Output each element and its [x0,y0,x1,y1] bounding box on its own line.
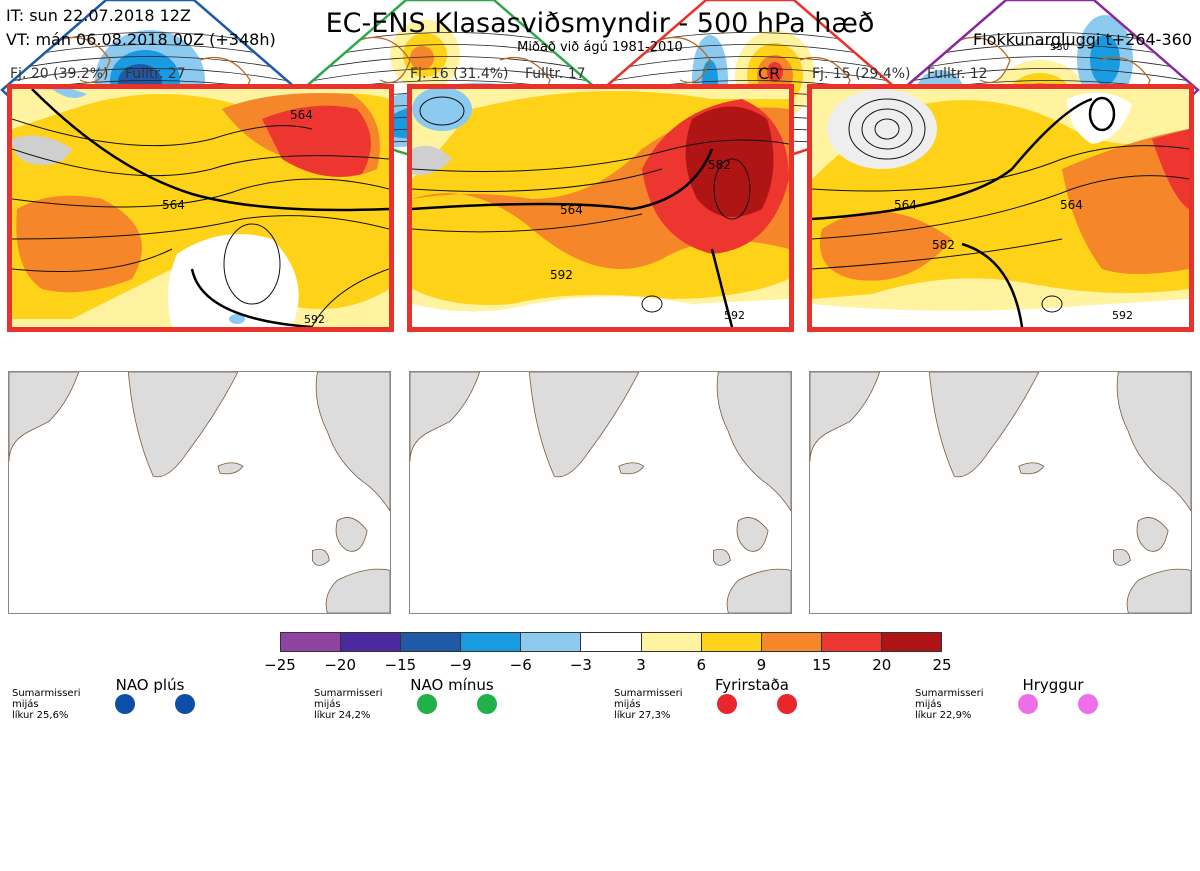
cluster-map-1: 564 564 592 [7,84,394,332]
colorbar-tick-label: 6 [696,656,707,674]
regime-marker-dot [477,694,497,714]
init-time: IT: sun 22.07.2018 12Z [6,6,191,25]
cluster-map-2-graphic: 564 582 592 592 [412,89,789,327]
regime-probability-note: Sumarmisseri mijás líkur 27,3% [614,688,683,721]
colorbar-segment [581,633,642,651]
cluster-representative: Fulltr. 17 [524,66,586,82]
colorbar-segment [281,633,342,651]
base-map-1 [8,371,391,614]
regime-marker-dot [175,694,195,714]
contour-label: 592 [304,313,325,326]
cluster-3-labels: Fj. 15 (29.4%) Fulltr. 12 [812,66,1000,82]
colorbar-tick-label: 25 [932,656,952,674]
climatological-regime-badge: CR [758,64,781,83]
contour-label: 564 [290,108,313,122]
page-title: EC-ENS Klasasviðsmyndir - 500 hPa hæð [325,8,875,39]
base-map-2-graphic [410,372,791,613]
colorbar-segment [881,633,942,651]
base-map-1-graphic [9,372,390,613]
cluster-map-1-graphic: 564 564 592 [12,89,389,327]
regime-probability-note: Sumarmisseri mijás líkur 24,2% [314,688,383,721]
contour-label: 582 [708,158,731,172]
colorbar-tick-label: 20 [872,656,892,674]
valid-time: VT: mán 06.08.2018 00Z (+348h) [6,30,276,49]
base-map-3 [809,371,1192,614]
regime-marker-dot [115,694,135,714]
contour-label: 564 [162,198,185,212]
colorbar-tick-label: 9 [756,656,767,674]
contour-label: 564 [1060,198,1083,212]
regime-title: Fyrirstaða [715,676,789,694]
contour-label: 592 [1112,309,1133,322]
cluster-representative: Fulltr. 12 [926,66,988,82]
contour-label: 592 [550,268,573,282]
regime-marker-dot [417,694,437,714]
regime-marker-dot [1018,694,1038,714]
colorbar-segment [761,633,822,651]
colorbar-segment [341,633,402,651]
colorbar-segment [641,633,702,651]
contour-label: 564 [560,203,583,217]
cluster-count: Fj. 16 (31.4%) [410,66,509,82]
cluster-2-labels: Fj. 16 (31.4%) Fulltr. 17 [410,66,598,82]
cluster-representative: Fulltr. 27 [124,66,186,82]
regime-probability-note: Sumarmisseri mijás líkur 25,6% [12,688,81,721]
base-map-2 [409,371,792,614]
regime-probability-note: Sumarmisseri mijás líkur 22,9% [915,688,984,721]
colorbar-segment [401,633,462,651]
base-map-3-graphic [810,372,1191,613]
colorbar-tick-label: −6 [509,656,532,674]
cluster-count: Fj. 15 (29.4%) [812,66,911,82]
cluster-1-labels: Fj. 20 (39.2%) Fulltr. 27 [10,66,198,82]
colorbar-tick-label: 3 [636,656,646,674]
cluster-map-2: 564 582 592 592 [407,84,794,332]
cluster-count: Fj. 20 (39.2%) [10,66,109,82]
contour-label: 582 [932,238,955,252]
colorbar-segment [701,633,762,651]
contour-label: 592 [724,309,745,322]
colorbar-tick-label: −3 [569,656,592,674]
colorbar-tick-label: −25 [264,656,296,674]
cluster-map-3-graphic: 564 564 582 592 [812,89,1189,327]
colorbar-segment [461,633,522,651]
cluster-map-3: 564 564 582 592 [807,84,1194,332]
regime-marker-dot [777,694,797,714]
regime-title: Hryggur [1022,676,1084,694]
colorbar-segment [521,633,582,651]
colorbar-segment [821,633,882,651]
regime-contour-label: 530 [1050,42,1069,53]
colorbar-tick-label: −15 [384,656,417,674]
page-subtitle: Miðað við ágú 1981-2010 [517,40,683,55]
regime-title: NAO mínus [410,676,494,694]
regime-marker-dot [717,694,737,714]
regime-marker-dot [1078,694,1098,714]
colorbar-tick-label: 15 [812,656,832,674]
anomaly-colorbar [280,632,942,652]
window-label: Flokkunargluggi t+264-360 [973,30,1192,49]
colorbar-tick-label: −20 [324,656,356,674]
colorbar-tick-label: −9 [449,656,472,674]
regime-title: NAO plús [115,676,185,694]
contour-label: 564 [894,198,917,212]
